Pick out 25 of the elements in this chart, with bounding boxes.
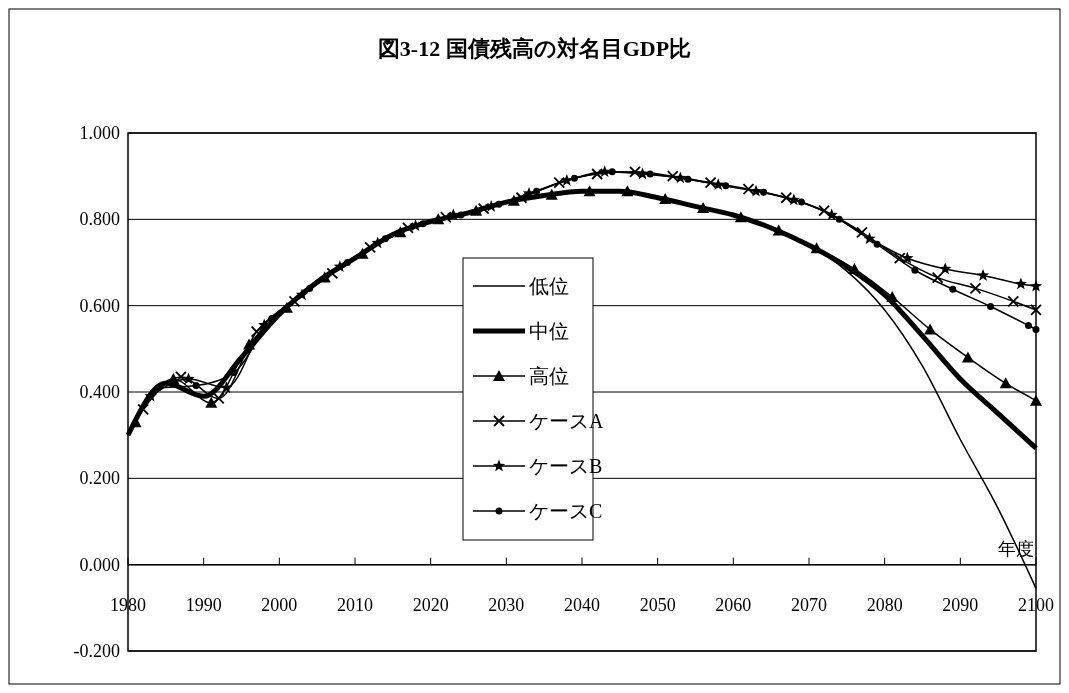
y-tick-label: -0.200 bbox=[73, 641, 120, 661]
x-tick-label: 2080 bbox=[866, 594, 903, 615]
x-tick-label: 2070 bbox=[791, 594, 827, 615]
legend-label: 低位 bbox=[529, 275, 569, 297]
x-tick-label: 2020 bbox=[412, 594, 449, 615]
x-tick-label: 2050 bbox=[639, 594, 676, 615]
legend-label: 高位 bbox=[529, 365, 569, 387]
legend-label: ケースB bbox=[529, 455, 603, 477]
y-tick-label: 1.000 bbox=[79, 123, 120, 143]
x-tick-label: 2030 bbox=[488, 594, 525, 615]
y-tick-label: 0.400 bbox=[79, 382, 120, 402]
legend-label: ケースC bbox=[529, 500, 603, 522]
x-tick-label: 2010 bbox=[337, 594, 373, 615]
x-tick-label: 1990 bbox=[185, 594, 222, 615]
y-tick-label: 0.200 bbox=[79, 468, 120, 489]
y-tick-label: 0.600 bbox=[79, 295, 120, 316]
legend-label: 中位 bbox=[529, 320, 569, 342]
x-tick-label: 2040 bbox=[564, 594, 600, 615]
x-tick-label: 2000 bbox=[261, 594, 298, 615]
legend-label: ケースA bbox=[529, 410, 604, 432]
x-tick-label: 2090 bbox=[942, 594, 979, 615]
chart-title: 図3-12 国債残高の対名目GDP比 bbox=[377, 36, 692, 61]
y-tick-label: 0.800 bbox=[79, 209, 120, 230]
x-tick-label: 2060 bbox=[715, 594, 752, 615]
y-tick-label: 0.000 bbox=[79, 554, 120, 575]
